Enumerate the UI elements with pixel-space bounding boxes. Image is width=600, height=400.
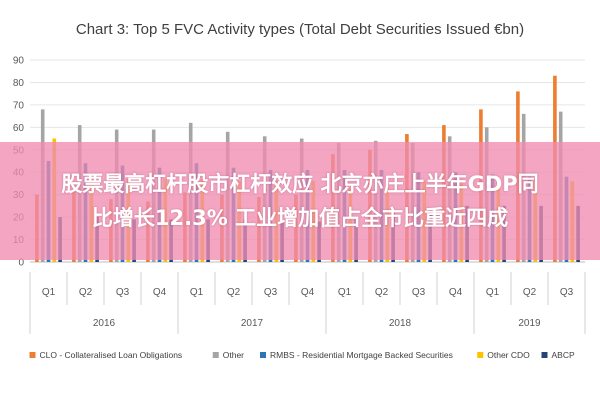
legend-label: CLO - Collateralised Loan Obligations [40, 350, 183, 360]
x-tick-label: Q2 [523, 287, 537, 298]
legend-swatch [542, 352, 548, 358]
legend-label: Other [223, 350, 244, 360]
year-labels: 2016 2017 2018 2019 [30, 305, 585, 334]
legend-swatch [260, 352, 266, 358]
x-tick-label: Q1 [42, 287, 56, 298]
legend-swatch [30, 352, 36, 358]
year-label: 2019 [518, 318, 541, 329]
y-tick-label: 90 [13, 56, 25, 67]
chart-title: Chart 3: Top 5 FVC Activity types (Total… [76, 21, 524, 38]
x-tick-label: Q1 [338, 287, 352, 298]
legend-label: RMBS - Residential Mortgage Backed Secur… [270, 350, 453, 360]
year-label: 2017 [241, 318, 264, 329]
x-tick-label: Q3 [264, 287, 278, 298]
legend-label: Other CDO [487, 350, 530, 360]
legend-swatch [477, 352, 483, 358]
x-tick-label: Q3 [412, 287, 426, 298]
x-tick-label: Q2 [79, 287, 93, 298]
x-axis-ticks: Q1 Q2 Q3 Q4 Q1 Q2 Q3 Q4 Q1 Q2 Q3 Q4 Q1 Q2 Q3 [30, 272, 585, 305]
legend-label: ABCP [552, 350, 575, 360]
y-tick-label: 80 [13, 78, 25, 89]
headline-overlay-banner: 股票最高杠杆股市杠杆效应 北京亦庄上半年GDP同 比增长12.3% 工业增加值占… [0, 142, 600, 260]
headline-line-2: 比增长12.3% 工业增加值占全市比重近四成 [92, 201, 508, 235]
y-tick-label: 60 [13, 123, 25, 134]
x-tick-label: Q1 [486, 287, 500, 298]
x-tick-label: Q4 [301, 287, 315, 298]
x-tick-label: Q4 [153, 287, 167, 298]
x-tick-label: Q4 [449, 287, 463, 298]
x-tick-label: Q1 [190, 287, 204, 298]
legend: CLO - Collateralised Loan Obligations Oth… [30, 350, 575, 360]
x-tick-label: Q3 [116, 287, 130, 298]
headline-line-1: 股票最高杠杆股市杠杆效应 北京亦庄上半年GDP同 [61, 167, 538, 201]
y-tick-label: 70 [13, 100, 25, 111]
year-label: 2016 [93, 318, 116, 329]
x-tick-label: Q2 [227, 287, 241, 298]
x-tick-label: Q3 [560, 287, 574, 298]
year-label: 2018 [389, 318, 412, 329]
legend-swatch [213, 352, 219, 358]
x-tick-label: Q2 [375, 287, 389, 298]
